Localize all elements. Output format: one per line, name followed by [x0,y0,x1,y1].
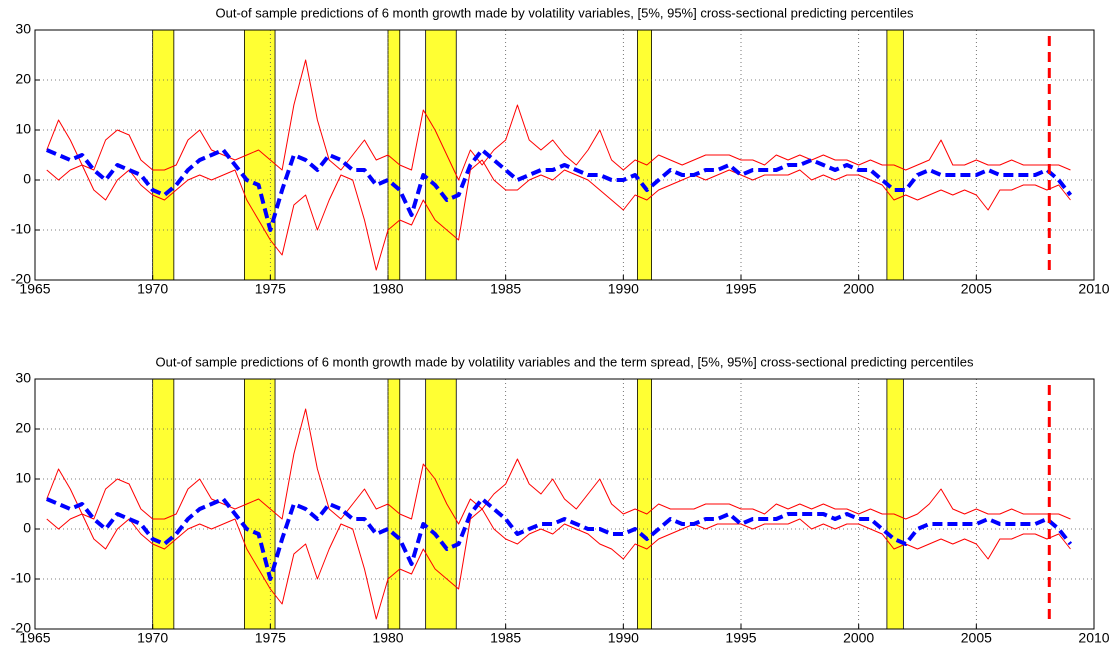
x-tick-label: 1985 [490,281,521,297]
y-tick-label: -10 [11,570,31,586]
series-line [46,508,1071,620]
x-tick-label: 2005 [961,281,992,297]
x-tick-label: 1985 [490,630,521,646]
x-tick-label: 1995 [725,630,756,646]
recession-band [425,378,457,630]
y-tick-label: 20 [15,420,31,436]
x-tick-label: 2000 [843,630,874,646]
x-tick-label: 1980 [372,630,403,646]
subplot: Out-of sample predictions of 6 month gro… [11,5,1110,296]
recession-band [152,29,175,281]
x-tick-label: 1965 [19,630,50,646]
x-tick-label: 1995 [725,281,756,297]
y-tick-label: -20 [11,271,31,287]
y-tick-label: 10 [15,121,31,137]
recession-band [387,378,401,630]
subplot: Out-of sample predictions of 6 month gro… [11,354,1110,645]
recession-band [886,378,904,630]
x-tick-label: 2010 [1078,281,1109,297]
y-tick-label: 0 [23,520,31,536]
recession-band [387,29,401,281]
y-tick-label: 0 [23,171,31,187]
y-tick-label: -20 [11,620,31,636]
series-line [45,148,1073,232]
plot-frame [34,378,1095,630]
recession-band [886,29,904,281]
y-tick-label: 30 [15,370,31,386]
chart-title: Out-of sample predictions of 6 month gro… [216,5,914,20]
y-tick-label: -10 [11,221,31,237]
y-tick-label: 30 [15,21,31,37]
recession-band [637,378,652,630]
series-line [45,497,1073,581]
x-tick-label: 1965 [19,281,50,297]
x-tick-label: 1980 [372,281,403,297]
x-tick-label: 1975 [255,281,286,297]
recession-band [152,378,175,630]
series-line [46,159,1071,271]
x-tick-label: 2000 [843,281,874,297]
chart-title: Out-of sample predictions of 6 month gro… [156,354,974,369]
plot-frame [34,29,1095,281]
y-tick-label: 20 [15,71,31,87]
x-tick-label: 1990 [608,630,639,646]
x-tick-label: 2005 [961,630,992,646]
y-tick-label: 10 [15,470,31,486]
x-tick-label: 1990 [608,281,639,297]
recession-band [637,29,652,281]
x-tick-label: 1970 [137,281,168,297]
x-tick-label: 1975 [255,630,286,646]
x-tick-label: 2010 [1078,630,1109,646]
x-tick-label: 1970 [137,630,168,646]
recession-band [425,29,457,281]
